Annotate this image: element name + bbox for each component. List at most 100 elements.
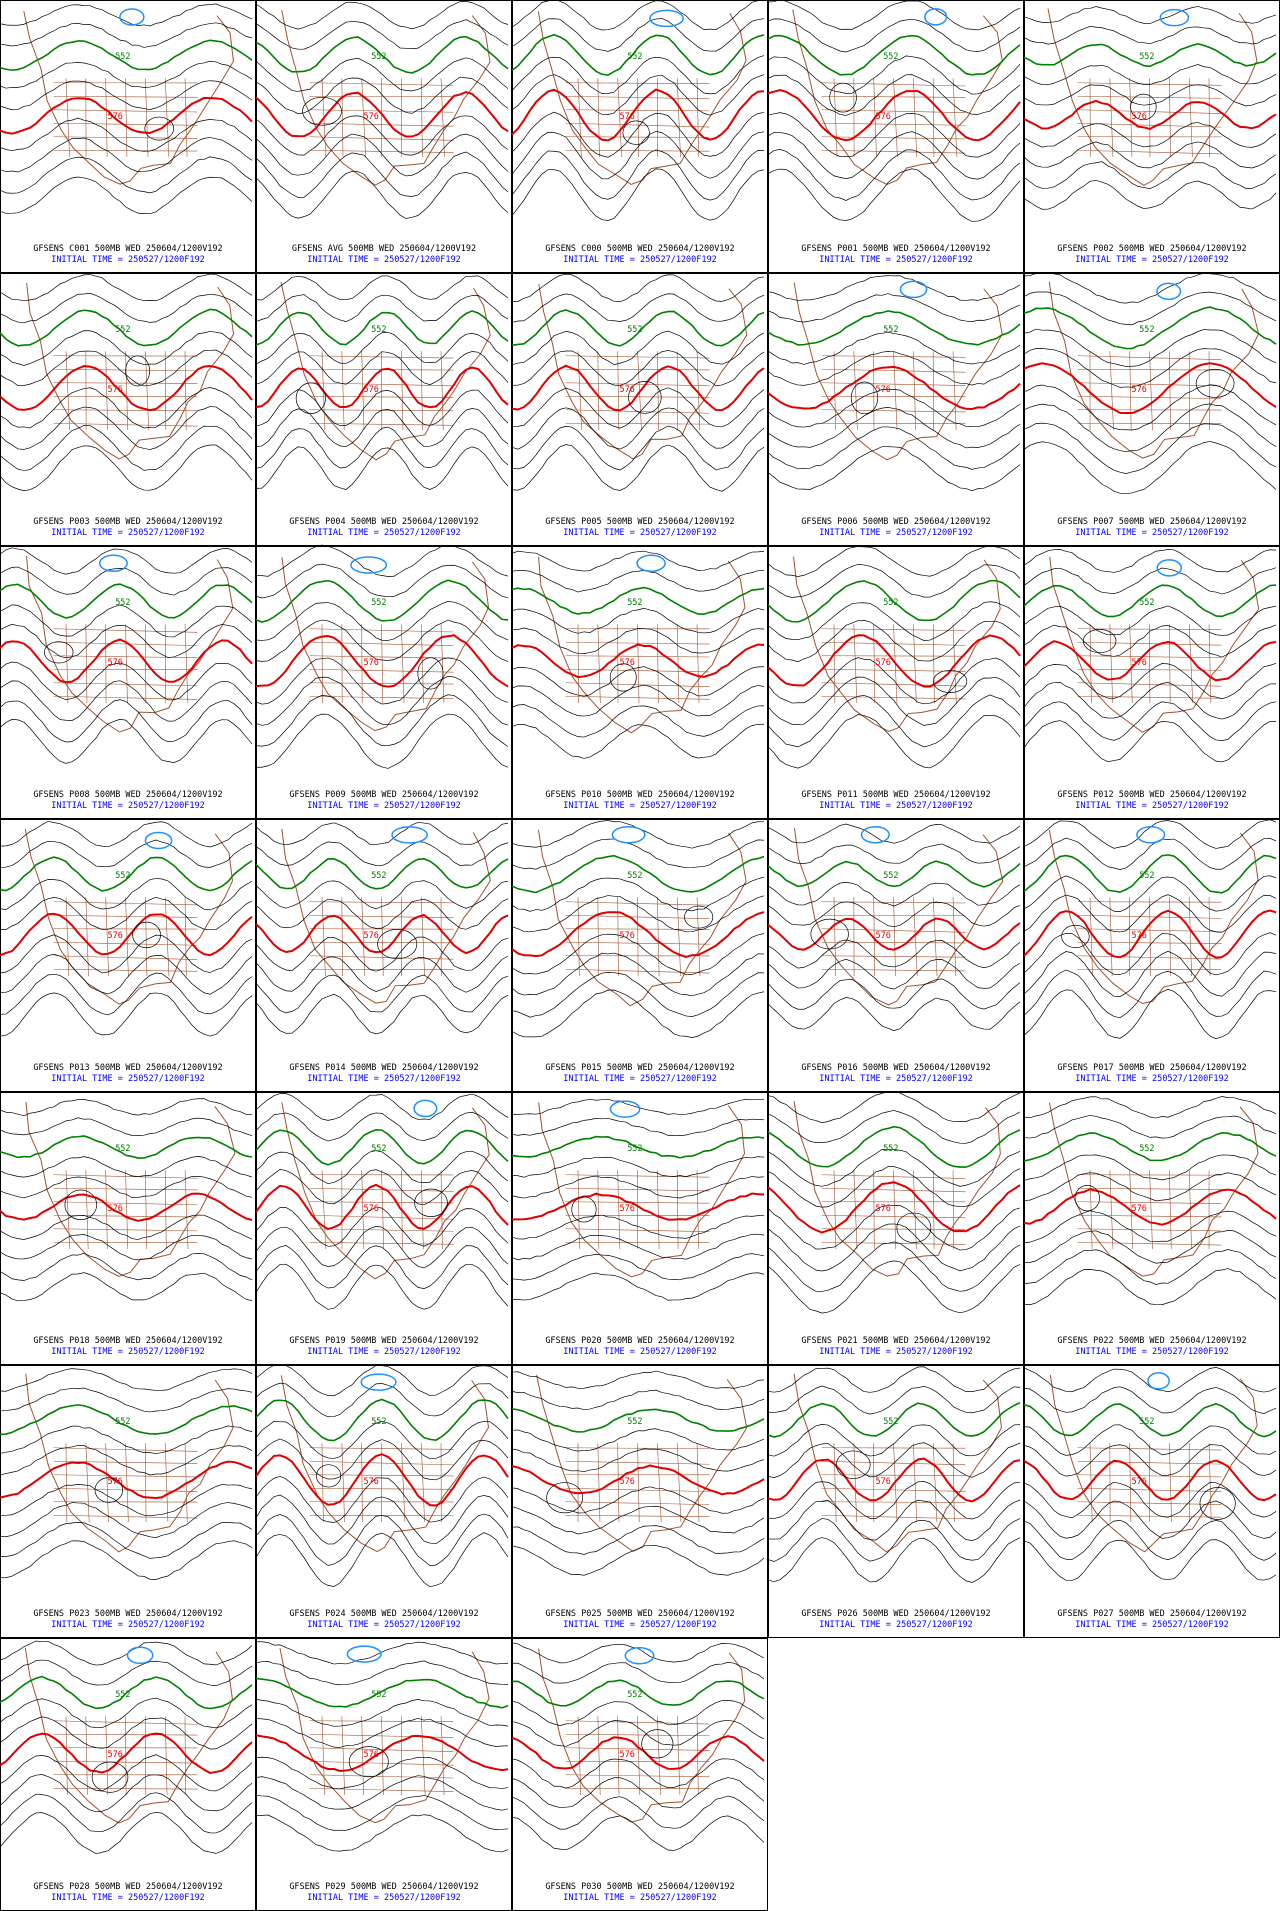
state-border: [420, 897, 425, 977]
contour-label: 576: [364, 385, 379, 395]
state-border: [53, 682, 198, 687]
state-border: [105, 1716, 109, 1796]
contour-line: [255, 275, 509, 301]
contour-label: 552: [1139, 52, 1154, 62]
contour-line: [1023, 567, 1277, 595]
contour-line: [1023, 1096, 1277, 1119]
coastline: [25, 1101, 236, 1277]
state-border: [145, 78, 149, 158]
state-border: [821, 382, 966, 386]
coastline: [793, 556, 1001, 733]
state-border: [125, 351, 129, 431]
state-border: [1077, 1187, 1222, 1190]
state-border: [1109, 624, 1113, 704]
state-border: [309, 1201, 454, 1204]
contour-line: [0, 1502, 253, 1538]
map-panel: 552 576 GFSENS P010 500MB WED 250604/1200V…: [511, 546, 768, 819]
contour-576: [511, 1735, 765, 1770]
state-border: [1077, 368, 1222, 371]
coastline: [537, 829, 747, 1007]
map-panel: 552 576 GFSENS P019 500MB WED 250604/1200V…: [255, 1092, 512, 1365]
state-border: [105, 1443, 109, 1523]
map-panel: 552 576 GFSENS C001 500MB WED 250604/1200V…: [0, 0, 256, 273]
state-border: [696, 897, 701, 977]
contour-label: 552: [115, 1417, 130, 1427]
state-border: [821, 668, 966, 672]
coastline: [25, 1373, 234, 1553]
state-border: [696, 1443, 700, 1523]
panel-title: GFSENS C000 500MB WED 250604/1200V192: [545, 244, 734, 254]
panel-frame: [512, 819, 768, 1092]
state-border: [565, 1501, 710, 1505]
state-border: [565, 122, 710, 128]
state-border: [1169, 624, 1171, 704]
contour-576: [0, 1732, 253, 1774]
panel-title: GFSENS P027 500MB WED 250604/1200V192: [1057, 1609, 1246, 1619]
contour-label: 552: [115, 325, 130, 335]
contour-line: [511, 1428, 765, 1452]
contour-label: 552: [627, 325, 642, 335]
panel-frame: [512, 1092, 768, 1365]
state-border: [577, 897, 580, 977]
map-panel: 552 576 GFSENS P024 500MB WED 250604/1200V…: [255, 1364, 512, 1638]
state-border: [565, 1733, 710, 1737]
map-panel: 552 576 GFSENS P016 500MB WED 250604/1200V…: [767, 819, 1024, 1092]
contour-line: [511, 895, 765, 933]
contour-552: [0, 1675, 253, 1710]
contour-line: [255, 331, 509, 365]
panel-subtitle: INITIAL TIME = 250527/1200F192: [307, 255, 461, 265]
contour-low: [628, 381, 662, 414]
contour-line: [0, 718, 253, 764]
contour-line: [1023, 720, 1277, 763]
contour-label: 552: [371, 1417, 386, 1427]
contour-low: [1130, 93, 1157, 121]
contour-552: [255, 1677, 509, 1709]
contour-line: [511, 1117, 765, 1136]
state-border: [53, 422, 198, 427]
state-border: [309, 641, 454, 646]
state-border: [309, 1187, 454, 1192]
contour-line: [1023, 894, 1277, 933]
contour-line: [767, 823, 1021, 844]
contour-line: [511, 111, 765, 158]
contour-low: [414, 1188, 448, 1217]
state-border: [125, 897, 129, 977]
map-panel: 552 576 GFSENS P022 500MB WED 250604/1200V…: [1023, 1092, 1280, 1365]
contour-label: 552: [627, 598, 642, 608]
contour-line: [0, 547, 253, 575]
contour-line: [767, 939, 1021, 969]
contour-line: [511, 130, 765, 180]
state-border: [1169, 351, 1171, 431]
state-border: [420, 351, 423, 431]
contour-552: [511, 1408, 765, 1433]
contour-line: [1023, 6, 1277, 25]
map-panel: 552 576 GFSENS P015 500MB WED 250604/1200V…: [511, 819, 768, 1092]
contour-line: [1023, 291, 1277, 326]
contour-line: [0, 820, 253, 848]
contour-line: [1023, 348, 1277, 388]
state-border: [821, 136, 966, 140]
state-border: [65, 624, 69, 704]
state-border: [309, 1760, 454, 1766]
state-border: [1169, 1170, 1172, 1250]
state-border: [853, 351, 858, 431]
contour-552: [511, 586, 765, 615]
contour-label: 552: [627, 1144, 642, 1154]
contour-line: [0, 566, 253, 596]
state-border: [145, 1443, 147, 1523]
panel-subtitle: INITIAL TIME = 250527/1200F192: [563, 801, 717, 811]
state-border: [1149, 897, 1151, 977]
contour-line: [0, 1234, 253, 1261]
contour-line: [767, 149, 1021, 201]
panel-subtitle: INITIAL TIME = 250527/1200F192: [563, 528, 717, 538]
contour-line: [255, 133, 509, 177]
state-border: [309, 668, 454, 673]
contour-line: [1023, 932, 1277, 976]
contour-line: [1023, 422, 1277, 474]
contour-line: [255, 1111, 509, 1142]
map-panel: 552 576 GFSENS P023 500MB WED 250604/1200V…: [0, 1365, 256, 1638]
contour-line: [767, 426, 1021, 470]
contour-line: [255, 563, 509, 599]
state-border: [65, 897, 70, 977]
state-border: [821, 968, 966, 972]
